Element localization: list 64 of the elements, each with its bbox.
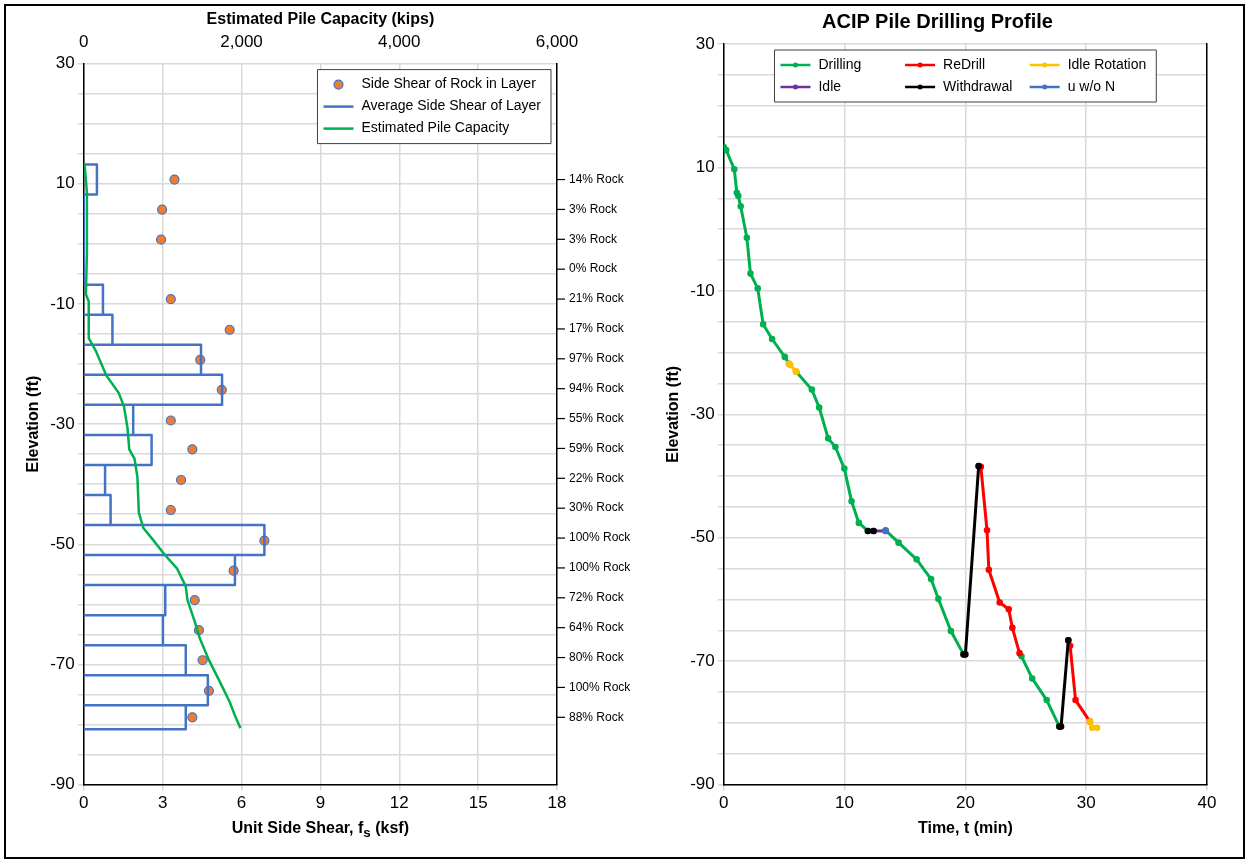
x-tick-label: 0: [719, 793, 729, 813]
y-tick-label: -70: [50, 654, 75, 674]
y-axis-title: Elevation (ft): [24, 375, 42, 473]
text: 100% Rock: [569, 560, 632, 575]
y-tick-label: -10: [690, 280, 715, 300]
x2-tick-label: 6,000: [535, 32, 579, 52]
legend-label: Idle Rotation: [1067, 55, 1147, 72]
text: 88% Rock: [569, 709, 625, 724]
y-tick-label: -70: [690, 650, 715, 670]
legend-label: Estimated Pile Capacity: [361, 119, 510, 136]
x-tick-label: 12: [389, 793, 409, 813]
text: 3% Rock: [569, 201, 619, 216]
text: 0% Rock: [569, 261, 619, 276]
x-tick-label: 15: [468, 793, 488, 813]
x2-axis-title: Estimated Pile Capacity (kips): [206, 10, 435, 28]
text: 30% Rock: [569, 500, 625, 515]
x-tick-label: 6: [236, 793, 247, 813]
text: 55% Rock: [569, 410, 625, 425]
text: 94% Rock: [569, 381, 625, 395]
legend-label: Drilling: [818, 55, 862, 72]
y-tick-label: -30: [50, 413, 75, 433]
legend-label: Side Shear of Rock in Layer: [361, 75, 537, 92]
text: 17% Rock: [569, 321, 625, 336]
y-tick-label: -30: [690, 403, 715, 423]
y-tick-label: 10: [55, 173, 75, 193]
y-tick-label: -50: [690, 527, 715, 547]
text: 72% Rock: [569, 590, 625, 605]
x-tick-label: 20: [955, 793, 975, 813]
text: 22% Rock: [569, 470, 625, 485]
chart-title: ACIP Pile Drilling Profile: [822, 9, 1053, 32]
text: 80% Rock: [569, 649, 625, 664]
legend-label: Idle: [818, 77, 842, 94]
x-tick-label: 0: [79, 793, 89, 813]
x2-tick-label: 2,000: [220, 32, 263, 52]
y-tick-label: 30: [55, 53, 75, 73]
text: 14% Rock: [569, 171, 625, 186]
legend-label: u w/o N: [1067, 77, 1116, 94]
legend-label: Withdrawal: [943, 77, 1013, 94]
y-axis-title: Elevation (ft): [664, 365, 682, 463]
legend-label: ReDrill: [943, 55, 986, 72]
text: 100% Rock: [569, 530, 632, 545]
x-tick-label: 18: [547, 793, 567, 813]
x-tick-label: 3: [157, 793, 168, 813]
x-axis-title: Unit Side Shear, f$_{s}$ (ksf): [231, 818, 409, 840]
text: 100% Rock: [569, 679, 632, 694]
x-tick-label: 40: [1197, 793, 1217, 813]
legend-label: Average Side Shear of Layer: [361, 97, 542, 114]
x2-tick-label: 0: [79, 32, 89, 52]
text: 21% Rock: [569, 291, 625, 306]
y-tick-label: 10: [695, 157, 715, 177]
x-tick-label: 9: [315, 793, 326, 813]
y-tick-label: -90: [50, 774, 75, 794]
y-tick-label: -50: [50, 533, 75, 553]
y-tick-label: -10: [50, 293, 75, 313]
text: 97% Rock: [569, 351, 625, 366]
text: 64% Rock: [569, 619, 625, 634]
text: 59% Rock: [569, 440, 625, 455]
x-tick-label: 10: [835, 793, 855, 813]
text: 3% Rock: [569, 231, 619, 246]
x-tick-label: 30: [1076, 793, 1096, 813]
x2-tick-label: 4,000: [377, 32, 421, 52]
y-tick-label: -90: [690, 774, 715, 794]
y-tick-label: 30: [695, 33, 715, 53]
x-axis-title: Time, t (min): [917, 818, 1013, 837]
